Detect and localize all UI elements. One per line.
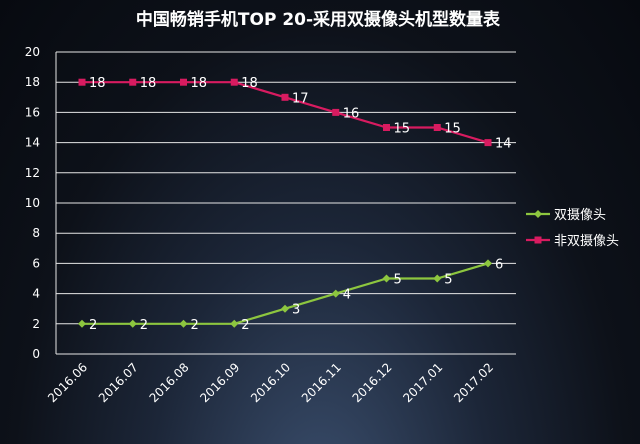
data-point xyxy=(179,319,188,328)
data-label: 6 xyxy=(495,257,503,272)
data-point xyxy=(78,78,86,86)
x-tick-label: 2016.08 xyxy=(147,360,192,405)
legend-marker xyxy=(534,236,542,244)
data-point xyxy=(129,78,137,86)
data-point xyxy=(332,108,340,116)
data-point xyxy=(230,319,239,328)
data-label: 2 xyxy=(89,318,97,333)
data-label: 15 xyxy=(444,122,461,137)
data-label: 17 xyxy=(292,91,309,106)
data-label: 16 xyxy=(343,106,360,121)
x-tick-label: 2016.07 xyxy=(96,360,141,405)
data-point xyxy=(484,139,492,147)
x-axis: 2016.06 2016.07 2016.08 2016.09 2016.10 2016.… xyxy=(45,360,496,405)
y-tick-label: 8 xyxy=(32,226,40,240)
y-tick-label: 2 xyxy=(32,317,40,331)
data-point xyxy=(281,304,289,313)
legend-item-2: 非双摄像头 xyxy=(526,234,619,249)
y-tick-label: 6 xyxy=(32,256,40,270)
x-tick-label: 2016.11 xyxy=(299,360,344,405)
data-label: 4 xyxy=(343,288,351,303)
y-tick-label: 14 xyxy=(25,136,40,150)
data-label: 18 xyxy=(191,76,208,91)
data-point xyxy=(281,93,289,101)
series-group: 2 2 2 2 3 4 5 5 6 18 18 18 18 17 16 15 15 14 xyxy=(78,76,512,333)
data-point xyxy=(78,319,86,328)
y-tick-label: 0 xyxy=(32,347,40,361)
series-2: 18 18 18 18 17 16 15 15 14 xyxy=(78,76,512,152)
data-label: 18 xyxy=(140,76,157,91)
data-label: 5 xyxy=(444,273,452,288)
y-tick-label: 20 xyxy=(25,45,40,59)
y-tick-label: 18 xyxy=(25,75,40,89)
data-point xyxy=(484,259,492,268)
data-label: 2 xyxy=(191,318,199,333)
legend-label: 非双摄像头 xyxy=(554,234,619,249)
x-tick-label: 2016.12 xyxy=(350,360,395,405)
data-point xyxy=(180,78,187,86)
data-point xyxy=(230,78,238,86)
data-point xyxy=(383,124,390,131)
data-point xyxy=(433,124,441,131)
data-label: 15 xyxy=(394,122,411,137)
data-label: 18 xyxy=(241,76,258,91)
data-label: 3 xyxy=(292,303,300,318)
legend-item-1: 双摄像头 xyxy=(526,208,606,223)
y-axis: 0 2 4 6 8 10 12 14 16 18 20 xyxy=(25,45,40,361)
y-tick-label: 4 xyxy=(32,287,40,301)
chart-title: 中国畅销手机TOP 20-采用双摄像头机型数量表 xyxy=(136,9,501,30)
series-1: 2 2 2 2 3 4 5 5 6 xyxy=(78,257,503,333)
y-tick-label: 16 xyxy=(25,105,40,119)
x-tick-label: 2017.01 xyxy=(400,360,445,405)
x-tick-label: 2016.10 xyxy=(248,360,293,405)
y-tick-label: 10 xyxy=(25,196,40,210)
data-label: 14 xyxy=(495,137,512,152)
legend-label: 双摄像头 xyxy=(554,208,606,223)
legend-marker xyxy=(534,210,542,218)
x-tick-label: 2016.09 xyxy=(197,360,242,405)
data-point xyxy=(382,274,391,283)
data-label: 2 xyxy=(241,318,249,333)
data-label: 18 xyxy=(89,76,106,91)
data-point xyxy=(128,319,137,328)
y-tick-label: 12 xyxy=(25,166,40,180)
x-tick-label: 2016.06 xyxy=(45,360,90,405)
x-tick-label: 2017.02 xyxy=(451,360,496,405)
data-point xyxy=(433,274,442,283)
data-label: 5 xyxy=(394,273,402,288)
data-label: 2 xyxy=(140,318,148,333)
data-point xyxy=(331,289,340,298)
